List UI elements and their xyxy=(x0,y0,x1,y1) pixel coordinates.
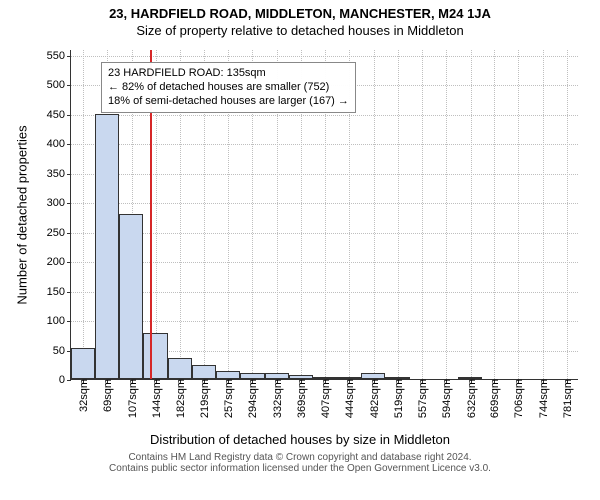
y-tick-label: 450 xyxy=(47,109,71,121)
footer-line-2: Contains public sector information licen… xyxy=(0,463,600,474)
gridline-vertical xyxy=(543,50,544,379)
gridline-vertical xyxy=(494,50,495,379)
gridline-vertical xyxy=(374,50,375,379)
footer-attribution: Contains HM Land Registry data © Crown c… xyxy=(0,452,600,474)
plot-area: 05010015020025030035040045050055032sqm69… xyxy=(70,50,578,380)
x-tick-label: 557sqm xyxy=(415,379,429,418)
chart-title-line1: 23, HARDFIELD ROAD, MIDDLETON, MANCHESTE… xyxy=(0,6,600,21)
histogram-bar xyxy=(240,373,265,379)
x-tick-label: 632sqm xyxy=(464,379,478,418)
x-tick-label: 594sqm xyxy=(439,379,453,418)
annotation-line-1: 23 HARDFIELD ROAD: 135sqm xyxy=(108,67,349,81)
x-tick-label: 219sqm xyxy=(197,379,211,418)
gridline-vertical xyxy=(398,50,399,379)
histogram-bar xyxy=(458,377,482,379)
histogram-bar xyxy=(143,333,168,379)
histogram-bar xyxy=(337,377,362,379)
y-tick-label: 150 xyxy=(47,286,71,298)
x-tick-label: 444sqm xyxy=(342,379,356,418)
y-tick-label: 0 xyxy=(59,374,71,386)
y-tick-label: 550 xyxy=(47,50,71,62)
x-tick-label: 519sqm xyxy=(391,379,405,418)
y-tick-label: 100 xyxy=(47,315,71,327)
histogram-bar xyxy=(168,358,192,379)
gridline-vertical xyxy=(446,50,447,379)
y-tick-label: 350 xyxy=(47,168,71,180)
histogram-bar xyxy=(119,214,143,379)
histogram-bar xyxy=(71,348,95,379)
x-tick-label: 407sqm xyxy=(318,379,332,418)
x-tick-label: 781sqm xyxy=(560,379,574,418)
x-tick-label: 182sqm xyxy=(173,379,187,418)
annotation-line-2: ← 82% of detached houses are smaller (75… xyxy=(108,81,349,95)
histogram-bar xyxy=(385,377,410,379)
y-tick-label: 400 xyxy=(47,138,71,150)
gridline-vertical xyxy=(83,50,84,379)
annotation-box: 23 HARDFIELD ROAD: 135sqm ← 82% of detac… xyxy=(101,62,356,113)
gridline-vertical xyxy=(471,50,472,379)
x-tick-label: 482sqm xyxy=(367,379,381,418)
x-tick-label: 744sqm xyxy=(536,379,550,418)
x-tick-label: 257sqm xyxy=(221,379,235,418)
histogram-bar xyxy=(95,114,120,379)
x-axis-label: Distribution of detached houses by size … xyxy=(150,432,450,447)
histogram-bar xyxy=(192,365,217,379)
y-tick-label: 500 xyxy=(47,79,71,91)
y-tick-label: 200 xyxy=(47,256,71,268)
gridline-vertical xyxy=(518,50,519,379)
x-tick-label: 69sqm xyxy=(100,379,114,412)
gridline-vertical xyxy=(567,50,568,379)
x-tick-label: 144sqm xyxy=(149,379,163,418)
footer-line-1: Contains HM Land Registry data © Crown c… xyxy=(0,452,600,463)
histogram-bar xyxy=(265,373,289,379)
gridline-vertical xyxy=(422,50,423,379)
histogram-bar xyxy=(361,373,385,379)
y-tick-label: 300 xyxy=(47,197,71,209)
histogram-bar xyxy=(289,375,314,379)
y-axis-label: Number of detached properties xyxy=(15,125,30,304)
x-tick-label: 669sqm xyxy=(487,379,501,418)
x-tick-label: 332sqm xyxy=(270,379,284,418)
x-tick-label: 369sqm xyxy=(294,379,308,418)
y-tick-label: 50 xyxy=(53,345,71,357)
histogram-chart: 0 50 100 150 200 250 300 350 400 450 500 550 32sqm 69… xyxy=(10,42,590,450)
y-tick-label: 250 xyxy=(47,227,71,239)
chart-title-line2: Size of property relative to detached ho… xyxy=(0,23,600,38)
annotation-line-3: 18% of semi-detached houses are larger (… xyxy=(108,95,349,109)
x-tick-label: 706sqm xyxy=(511,379,525,418)
x-tick-label: 294sqm xyxy=(245,379,259,418)
x-tick-label: 32sqm xyxy=(76,379,90,412)
histogram-bar xyxy=(216,371,240,379)
x-tick-label: 107sqm xyxy=(125,379,139,418)
histogram-bar xyxy=(313,377,337,379)
